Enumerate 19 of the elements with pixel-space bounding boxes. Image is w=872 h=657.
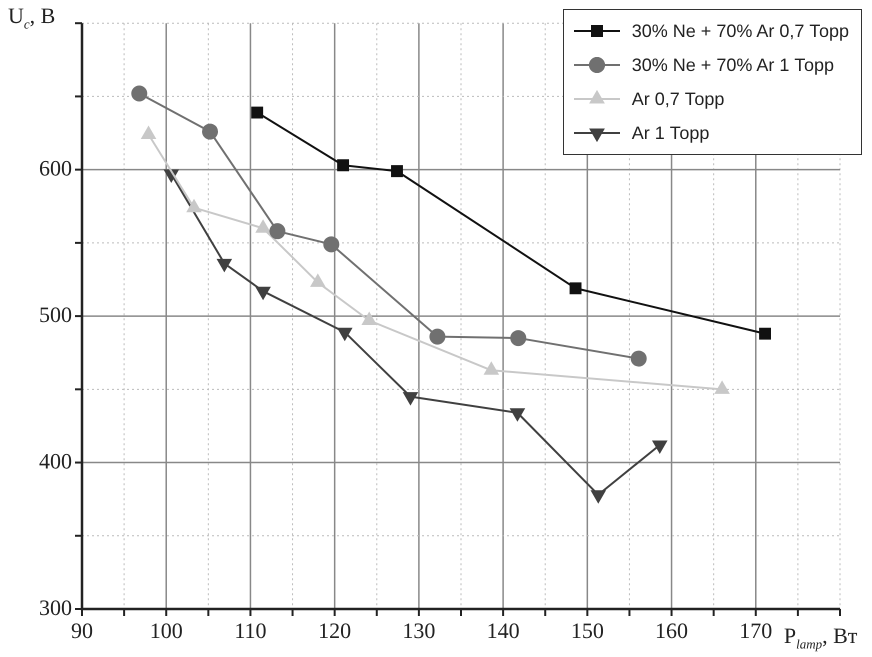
legend-label: 30% Ne + 70% Ar 0,7 Торр	[632, 20, 849, 42]
x-tick-label: 170	[739, 618, 772, 643]
x-tick-label: 130	[402, 618, 436, 643]
y-axis-title: U$_{c}$, В	[8, 3, 56, 33]
legend-label: Ar 0,7 Торр	[632, 88, 724, 110]
y-tick-label: 400	[39, 448, 72, 474]
legend-label: 30% Ne + 70% Ar 1 Торр	[632, 54, 834, 76]
y-tick-label: 300	[39, 594, 72, 620]
x-tick-label: 150	[570, 618, 604, 643]
y-tick-label: 600	[39, 155, 72, 180]
x-tick-label: 120	[318, 618, 352, 643]
x-tick-label: 110	[234, 618, 267, 643]
x-tick-label: 160	[655, 618, 688, 643]
x-tick-label: 100	[150, 618, 183, 643]
x-tick-label: 90	[71, 618, 93, 643]
y-tick-label: 500	[39, 302, 72, 327]
x-tick-label: 140	[486, 618, 520, 643]
x-axis-title: P$_{lamp}$, Вт	[784, 623, 858, 652]
legend-label: Ar 1 Торр	[632, 122, 710, 144]
